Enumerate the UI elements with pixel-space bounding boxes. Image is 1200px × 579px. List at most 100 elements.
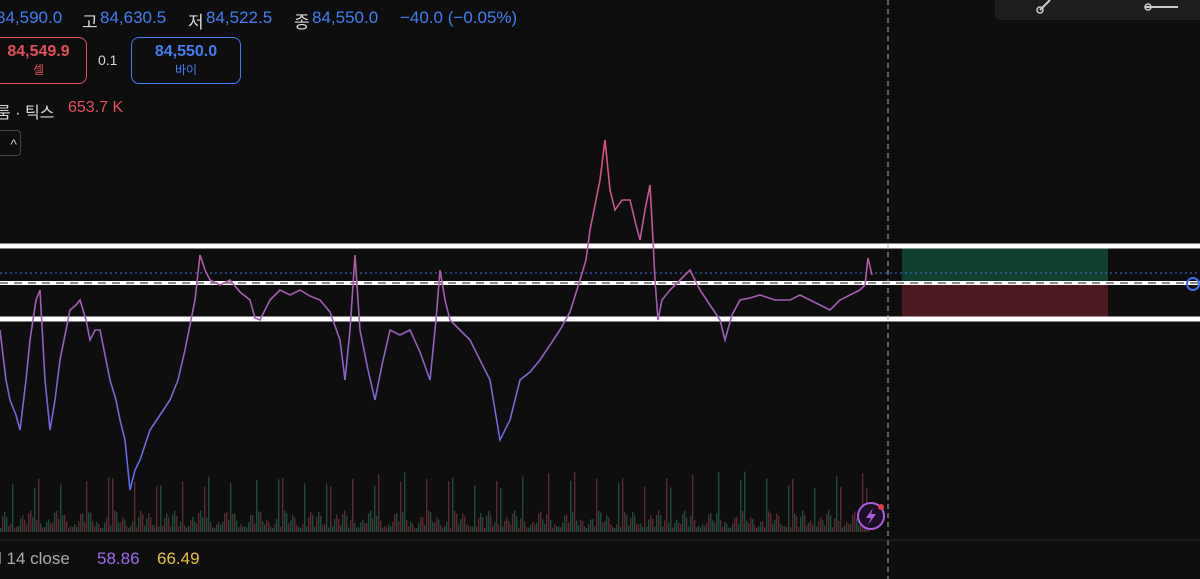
volume-bar	[136, 527, 138, 532]
volume-bar	[616, 524, 618, 532]
volume-bar	[268, 521, 270, 532]
volume-bar	[262, 521, 264, 532]
volume-bar	[180, 521, 182, 532]
volume-bar	[648, 519, 650, 532]
volume-bar	[854, 511, 856, 532]
volume-bar	[434, 522, 436, 532]
volume-bar	[634, 515, 636, 532]
volume-bar	[452, 477, 454, 532]
volume-bar	[398, 521, 400, 532]
volume-bar	[404, 472, 406, 532]
volume-bar	[804, 514, 806, 532]
volume-bar	[202, 517, 204, 532]
volume-bar	[230, 483, 232, 532]
volume-bar	[82, 513, 84, 532]
volume-bar	[144, 525, 146, 532]
volume-bar	[264, 524, 266, 532]
volume-bar	[716, 512, 718, 532]
volume-bar	[816, 526, 818, 532]
volume-bar	[632, 511, 634, 532]
volume-bar	[678, 522, 680, 532]
volume-bar	[174, 510, 176, 532]
tool-icon[interactable]	[1036, 6, 1044, 14]
volume-bar	[114, 510, 116, 532]
volume-bar	[122, 517, 124, 532]
volume-bar	[712, 520, 714, 532]
volume-bar	[38, 478, 40, 532]
volume-bar	[530, 524, 532, 532]
volume-bar	[472, 526, 474, 532]
volume-bar	[198, 513, 200, 532]
volume-bar	[54, 512, 56, 532]
volume-bar	[546, 514, 548, 532]
volume-bar	[98, 524, 100, 532]
volume-bar	[302, 523, 304, 532]
volume-bar	[210, 522, 212, 532]
volume-bar	[714, 522, 716, 532]
volume-bar	[490, 515, 492, 532]
volume-bar	[562, 522, 564, 532]
volume-bar	[246, 527, 248, 532]
volume-bar	[836, 476, 838, 532]
volume-bar	[358, 527, 360, 532]
volume-bar	[706, 522, 708, 532]
volume-bar	[2, 516, 4, 532]
collapse-button[interactable]: ^	[0, 130, 21, 156]
volume-bar	[820, 517, 822, 532]
volume-bar	[110, 525, 112, 532]
volume-bar	[796, 516, 798, 532]
volume-bar	[356, 527, 358, 532]
volume-bar	[652, 518, 654, 532]
volume-bar	[178, 526, 180, 532]
volume-bar	[818, 521, 820, 532]
volume-bar	[326, 483, 328, 532]
volume-bar	[380, 520, 382, 532]
volume-bar	[248, 522, 250, 532]
volume-bar	[764, 527, 766, 532]
volume-bar	[790, 526, 792, 532]
buy-button[interactable]: 84,550.0 바이	[131, 37, 241, 84]
volume-bar	[548, 473, 550, 532]
volume-bar	[168, 517, 170, 532]
sell-button[interactable]: 84,549.9 셀	[0, 37, 87, 84]
volume-bar	[628, 525, 630, 532]
volume-bar	[604, 521, 606, 532]
volume-bar	[512, 513, 514, 532]
volume-bar	[30, 510, 32, 532]
volume-bar	[708, 514, 710, 532]
high-label: 고	[82, 13, 98, 32]
volume-bar	[578, 524, 580, 532]
volume-bar	[314, 526, 316, 532]
volume-bar	[100, 527, 102, 532]
order-handle[interactable]	[1186, 277, 1200, 291]
volume-bar	[204, 486, 206, 532]
volume-bar	[252, 515, 254, 532]
volume-bar	[522, 476, 524, 532]
volume-bar	[532, 521, 534, 532]
volume-bar	[780, 523, 782, 532]
volume-bar	[374, 485, 376, 532]
volume-bar	[814, 487, 816, 532]
volume-bar	[290, 520, 292, 532]
volume-bar	[646, 526, 648, 532]
volume-bar	[846, 521, 848, 532]
volume-bar	[132, 521, 134, 532]
volume-bar	[102, 527, 104, 532]
tool-icon[interactable]	[1144, 3, 1152, 11]
volume-bar	[212, 527, 214, 532]
volume-bar	[744, 471, 746, 532]
volume-bar	[142, 514, 144, 532]
volume-bar	[196, 523, 198, 532]
sell-price: 84,549.9	[7, 43, 70, 60]
volume-bar	[552, 527, 554, 532]
volume-bar	[286, 512, 288, 532]
volume-bar	[306, 526, 308, 532]
volume-bar	[500, 487, 502, 532]
volume-bar	[104, 522, 106, 532]
volume-bar	[184, 525, 186, 532]
volume-bar	[66, 521, 68, 532]
volume-bar	[572, 511, 574, 532]
volume-bar	[596, 478, 598, 532]
volume-bar	[120, 522, 122, 532]
